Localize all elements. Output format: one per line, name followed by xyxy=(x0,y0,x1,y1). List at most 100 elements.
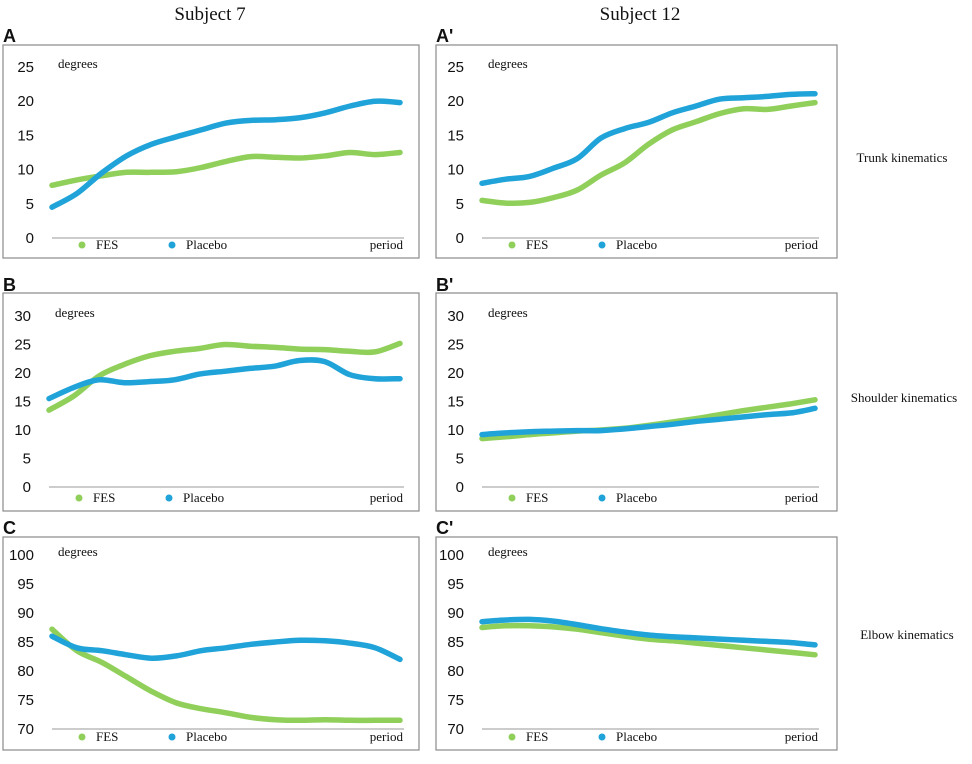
legend-marker-fes xyxy=(508,494,516,502)
y-tick-label: 10 xyxy=(14,422,31,439)
legend-label-placebo: Placebo xyxy=(616,237,657,252)
y-axis-label: degrees xyxy=(58,56,98,71)
y-tick-label: 85 xyxy=(447,634,464,651)
legend-label-placebo: Placebo xyxy=(186,729,227,744)
legend-label-fes: FES xyxy=(96,237,118,252)
y-axis-label: degrees xyxy=(488,305,528,320)
y-tick-label: 5 xyxy=(26,196,34,213)
y-tick-label: 85 xyxy=(17,634,34,651)
x-axis-label: period xyxy=(785,237,819,252)
legend-marker-fes xyxy=(78,241,86,249)
legend-marker-placebo xyxy=(598,494,606,502)
series-line-placebo xyxy=(46,357,403,402)
y-tick-label: 15 xyxy=(447,394,464,411)
row-label-trunk-kinematics: Trunk kinematics xyxy=(857,150,948,165)
y-tick-label: 20 xyxy=(447,365,464,382)
chart-panel-c: C 70 75 80 85 90 95 100 degrees period FES Placebo xyxy=(2,518,420,751)
legend-marker-placebo xyxy=(598,241,606,249)
x-axis-label: period xyxy=(370,490,404,505)
y-tick-label: 20 xyxy=(14,365,31,382)
chart-panel-a: A 0 5 10 15 20 25 degrees period FES Placebo xyxy=(2,26,420,259)
column-title-subject-12: Subject 12 xyxy=(600,4,681,25)
y-tick-label: 20 xyxy=(447,93,464,110)
y-tick-label: 0 xyxy=(456,479,464,496)
panel-letter: A' xyxy=(436,26,453,46)
series-line-fes xyxy=(49,149,403,189)
y-tick-label: 15 xyxy=(447,127,464,144)
legend-label-fes: FES xyxy=(526,490,548,505)
series-line-fes xyxy=(49,626,403,724)
y-tick-label: 5 xyxy=(23,451,31,468)
y-tick-label: 5 xyxy=(456,451,464,468)
y-tick-label: 15 xyxy=(14,394,31,411)
series-line-placebo xyxy=(49,98,403,210)
y-tick-label: 25 xyxy=(14,337,31,354)
series-line-placebo xyxy=(49,633,403,663)
x-axis-label: period xyxy=(785,729,819,744)
y-tick-label: 95 xyxy=(17,576,34,593)
panel-frame xyxy=(435,292,838,512)
series-line-fes xyxy=(46,340,403,413)
y-tick-label: 75 xyxy=(17,692,34,709)
legend-marker-fes xyxy=(75,494,83,502)
y-tick-label: 10 xyxy=(447,162,464,179)
legend-label-placebo: Placebo xyxy=(186,237,227,252)
chart-panel-c-prime: C' 70 75 80 85 90 95 100 degrees period FES Placebo xyxy=(435,518,838,751)
x-axis-label: period xyxy=(785,490,819,505)
legend-label-fes: FES xyxy=(526,237,548,252)
legend-label-placebo: Placebo xyxy=(616,729,657,744)
y-tick-label: 25 xyxy=(447,337,464,354)
y-tick-label: 75 xyxy=(447,692,464,709)
y-axis-label: degrees xyxy=(488,544,528,559)
legend-marker-fes xyxy=(508,733,516,741)
y-axis-label: degrees xyxy=(488,56,528,71)
y-tick-label: 90 xyxy=(17,605,34,622)
y-tick-label: 5 xyxy=(456,196,464,213)
y-tick-label: 10 xyxy=(447,422,464,439)
y-tick-label: 100 xyxy=(439,547,464,564)
series-line-fes xyxy=(479,622,818,658)
y-tick-label: 70 xyxy=(17,721,34,738)
chart-panel-a-prime: A' 0 5 10 15 20 25 degrees period FES Placebo xyxy=(435,26,838,259)
chart-panel-b-prime: B' 0 5 10 15 20 25 30 degrees period FES Placebo xyxy=(435,275,838,512)
y-tick-label: 10 xyxy=(17,162,34,179)
row-label-shoulder-kinematics: Shoulder kinematics xyxy=(851,390,958,405)
y-tick-label: 80 xyxy=(447,663,464,680)
panel-letter: B xyxy=(3,275,16,295)
y-tick-label: 20 xyxy=(17,93,34,110)
legend-marker-placebo xyxy=(165,494,173,502)
legend-marker-placebo xyxy=(168,241,176,249)
panel-frame xyxy=(2,292,420,512)
y-tick-label: 30 xyxy=(447,308,464,325)
y-tick-label: 70 xyxy=(447,721,464,738)
y-tick-label: 100 xyxy=(9,547,34,564)
y-tick-label: 15 xyxy=(17,127,34,144)
y-tick-label: 25 xyxy=(447,59,464,76)
y-tick-label: 95 xyxy=(447,576,464,593)
panel-letter: C xyxy=(3,518,16,538)
y-tick-label: 0 xyxy=(26,230,34,247)
series-line-placebo xyxy=(479,405,818,438)
panel-letter: A xyxy=(3,26,16,46)
legend-label-placebo: Placebo xyxy=(183,490,224,505)
legend-label-fes: FES xyxy=(93,490,115,505)
legend-marker-fes xyxy=(508,241,516,249)
x-axis-label: period xyxy=(370,729,404,744)
y-tick-label: 30 xyxy=(14,308,31,325)
y-axis-label: degrees xyxy=(55,305,95,320)
row-label-elbow-kinematics: Elbow kinematics xyxy=(860,627,954,642)
y-tick-label: 25 xyxy=(17,59,34,76)
x-axis-label: period xyxy=(370,237,404,252)
panel-letter: B' xyxy=(436,275,453,295)
legend-label-fes: FES xyxy=(96,729,118,744)
chart-panel-b: B 0 5 10 15 20 25 30 degrees period FES Placebo xyxy=(2,275,420,512)
column-title-subject-7: Subject 7 xyxy=(174,4,245,25)
series-line-placebo xyxy=(479,90,818,187)
y-tick-label: 0 xyxy=(456,230,464,247)
legend-label-fes: FES xyxy=(526,729,548,744)
legend-marker-placebo xyxy=(168,733,176,741)
y-tick-label: 80 xyxy=(17,663,34,680)
legend-marker-placebo xyxy=(598,733,606,741)
series-line-placebo xyxy=(479,616,818,648)
